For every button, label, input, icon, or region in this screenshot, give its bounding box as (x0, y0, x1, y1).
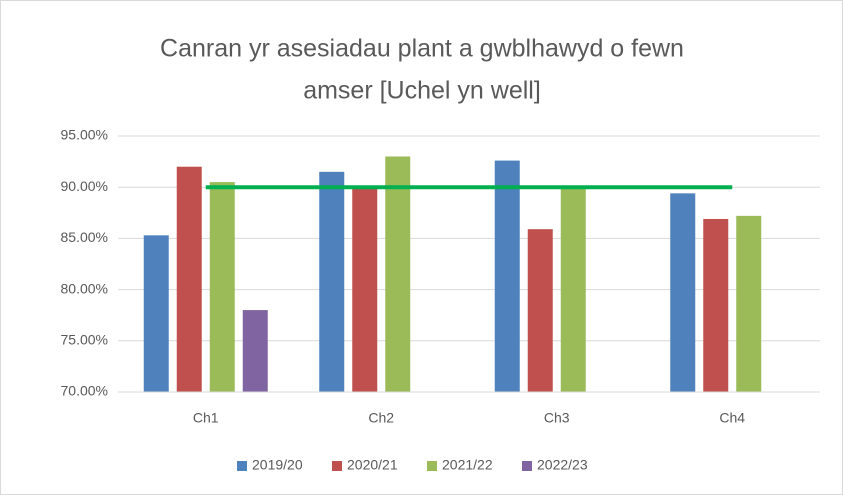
legend-swatch (522, 461, 532, 471)
y-tick-label: 80.00% (61, 280, 108, 296)
x-tick-label: Ch1 (193, 410, 219, 426)
chart-title: amser [Uchel yn well] (303, 77, 541, 105)
x-tick-label: Ch3 (544, 410, 570, 426)
x-tick-label: Ch2 (368, 410, 394, 426)
legend-label: 2022/23 (537, 457, 588, 473)
y-tick-label: 85.00% (61, 229, 108, 245)
legend-swatch (332, 461, 342, 471)
legend-label: 2020/21 (347, 457, 398, 473)
bar (143, 235, 169, 392)
bar (176, 166, 202, 392)
y-tick-label: 70.00% (61, 383, 108, 399)
bar (385, 156, 411, 392)
legend-swatch (237, 461, 247, 471)
legend-label: 2021/22 (442, 457, 493, 473)
chart-title: Canran yr asesiadau plant a gwblhawyd o … (160, 35, 684, 63)
y-tick-label: 75.00% (61, 332, 108, 348)
bar (560, 187, 586, 392)
bar (352, 188, 378, 392)
legend-label: 2019/20 (252, 457, 303, 473)
bar (242, 310, 268, 392)
bar (319, 171, 345, 392)
bar (670, 193, 696, 392)
bar (494, 160, 520, 392)
y-tick-label: 90.00% (61, 178, 108, 194)
y-tick-label: 95.00% (61, 127, 108, 143)
x-tick-label: Ch4 (719, 410, 745, 426)
bar (209, 182, 235, 392)
bar (736, 215, 762, 392)
bar (527, 229, 553, 392)
bar (703, 218, 729, 392)
legend-swatch (427, 461, 437, 471)
